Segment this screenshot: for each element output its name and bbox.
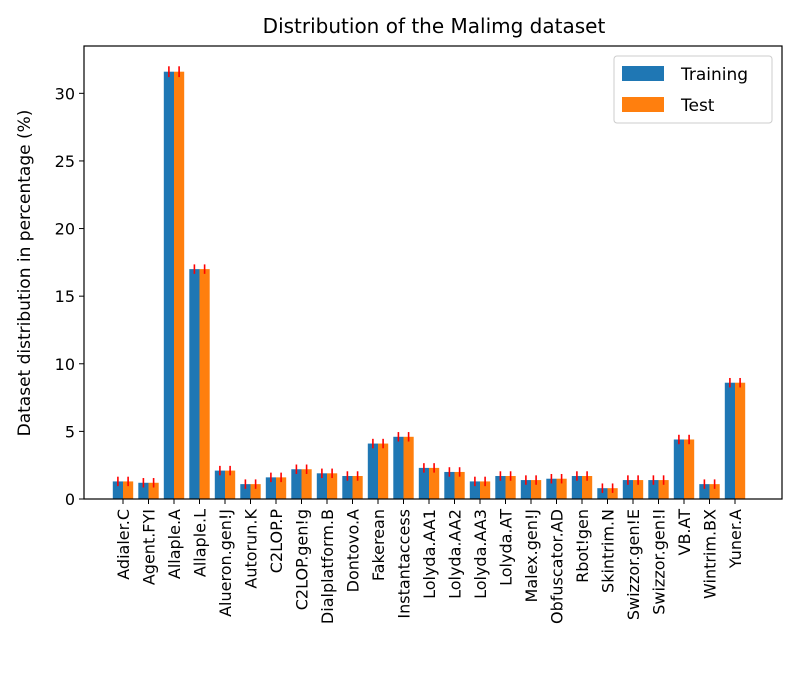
x-tick-label: VB.AT [675,509,694,556]
bar-test-swizzor-gen-e [633,480,644,499]
bar-training-c2lop-p [265,477,276,499]
legend-swatch-training [622,66,664,81]
x-tick-label: Yuner.A [726,509,745,569]
bar-test-lolyda-aa1 [429,467,440,499]
x-tick-label: Obfuscator.AD [548,509,567,624]
x-tick-label: Malex.gen!J [522,509,541,602]
bar-test-alueron-gen-j [225,470,236,499]
bar-training-lolyda-aa1 [418,467,429,499]
x-tick-label: Autorun.K [242,509,261,589]
error-bars-group [117,66,741,493]
x-tick-label: Dontovo.A [344,509,363,592]
legend-swatch-test [622,97,664,112]
bar-training-rbot-gen [571,476,582,499]
bar-training-wintrim-bx [699,484,710,499]
bar-test-vb-at [684,439,695,499]
bar-training-skintrim-n [597,488,608,499]
bar-test-instantaccess [403,436,414,499]
x-tick-label: Swizzor.gen!E [624,509,643,620]
bar-test-rbot-gen [582,476,593,499]
bar-training-swizzor-gen-e [622,480,633,499]
bar-test-allaple-l [199,269,210,499]
x-tick-label: Adialer.C [114,509,133,580]
bar-training-allaple-l [189,269,200,499]
bar-training-swizzor-gen-i [648,480,659,499]
x-tick-label: C2LOP.P [267,509,286,574]
bar-training-obfuscator-ad [546,478,557,499]
bar-test-dontovo-a [352,476,363,499]
x-tick-label: Dialplatform.B [318,509,337,624]
bar-training-c2lop-gen-g [291,469,302,499]
y-tick-label: 0 [65,490,75,509]
y-tick-label: 5 [65,422,75,441]
x-tick-label: Lolyda.AT [497,509,516,586]
bar-training-vb-at [673,439,684,499]
y-axis-label: Dataset distribution in percentage (%) [15,110,35,437]
bar-test-lolyda-aa2 [454,471,465,499]
legend-label-training: Training [680,65,748,85]
y-tick-label: 10 [55,355,75,374]
bar-test-yuner-a [735,382,746,499]
bar-training-autorun-k [240,484,251,499]
x-tick-label: Skintrim.N [599,509,618,593]
bar-training-instantaccess [393,436,404,499]
bar-test-autorun-k [250,484,261,499]
bar-test-lolyda-aa3 [480,481,491,499]
x-tick-label: Swizzor.gen!I [650,509,669,615]
bar-training-dialplatform-b [316,473,327,499]
plot-frame [83,45,783,500]
y-tick-label: 30 [55,84,75,103]
x-tick-label: C2LOP.gen!g [293,509,312,610]
x-tick-label: Lolyda.AA3 [471,509,490,599]
x-tick-label: Rbot!gen [573,509,592,583]
bar-training-fakerean [367,443,378,499]
y-tick-label: 25 [55,152,75,171]
x-axis: Adialer.C Agent.FYI Allaple.A Allaple.L Alue… [114,499,745,624]
bar-training-lolyda-aa3 [469,481,480,499]
bar-test-malex-gen-j [531,480,542,499]
bar-training-lolyda-at [495,476,506,499]
x-tick-label: Allaple.L [191,509,210,577]
y-tick-label: 15 [55,287,75,306]
bar-test-agent-fyi [148,482,159,499]
x-tick-label: Agent.FYI [140,509,159,585]
bar-test-lolyda-at [505,476,516,499]
bar-test-skintrim-n [607,488,618,499]
chart-title: Distribution of the Malimg dataset [263,14,606,38]
legend-label-test: Test [680,96,715,116]
bar-training-agent-fyi [138,482,149,499]
x-tick-label: Lolyda.AA2 [446,509,465,599]
y-axis: 0 5 10 15 20 25 30 [55,84,84,509]
bar-training-adialer-c [112,481,123,499]
x-tick-label: Lolyda.AA1 [420,509,439,599]
x-tick-label: Wintrim.BX [701,509,720,599]
bar-test-c2lop-gen-g [301,469,312,499]
bar-training-yuner-a [724,382,735,499]
x-tick-label: Alueron.gen!J [216,509,235,617]
bar-test-obfuscator-ad [556,478,567,499]
bar-training-allaple-a [163,71,174,499]
bar-test-swizzor-gen-i [658,480,669,499]
bar-training-lolyda-aa2 [444,471,455,499]
x-tick-label: Instantaccess [395,509,414,619]
bar-test-allaple-a [174,71,185,499]
legend: Training Test [613,55,773,124]
bar-training-malex-gen-j [520,480,531,499]
y-tick-label: 20 [55,220,75,239]
bars-group [112,71,746,499]
bar-training-dontovo-a [342,476,353,499]
bar-training-alueron-gen-j [214,470,225,499]
bar-test-c2lop-p [276,477,287,499]
bar-test-wintrim-bx [709,484,720,499]
x-tick-label: Allaple.A [165,509,184,579]
bar-test-fakerean [378,443,389,499]
bar-test-adialer-c [123,481,134,499]
bar-test-dialplatform-b [327,473,338,499]
x-tick-label: Fakerean [369,509,388,581]
